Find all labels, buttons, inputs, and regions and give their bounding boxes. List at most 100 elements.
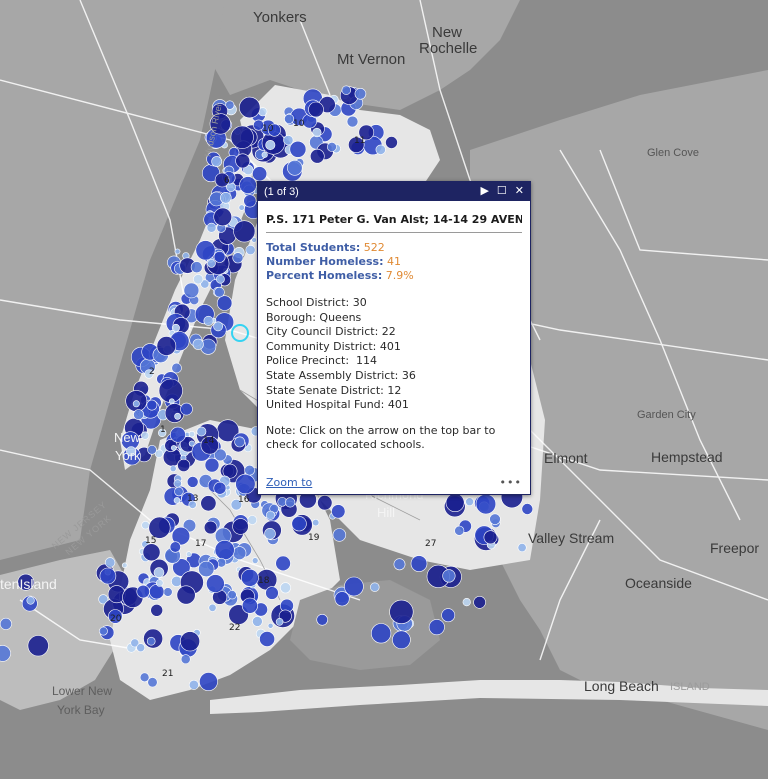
school-symbol[interactable] [147,677,158,688]
more-options-icon[interactable]: ••• [499,476,522,489]
school-symbol[interactable] [445,493,465,513]
school-symbol[interactable] [121,562,128,569]
school-symbol[interactable] [235,153,251,169]
school-symbol[interactable] [220,192,232,204]
school-symbol[interactable] [104,557,116,568]
school-symbol[interactable] [206,222,217,233]
school-symbol[interactable] [243,194,257,208]
school-symbol[interactable] [126,446,137,457]
school-symbol[interactable] [483,530,498,545]
school-symbol[interactable] [148,516,171,539]
school-symbol[interactable] [354,88,367,100]
school-symbol[interactable] [462,597,471,607]
school-symbol[interactable] [284,113,295,124]
school-symbol[interactable] [192,338,204,350]
school-symbol[interactable] [213,250,226,263]
school-symbol[interactable] [216,295,233,311]
school-symbol[interactable] [26,596,35,605]
school-symbol[interactable] [285,497,296,508]
school-symbol[interactable] [180,402,193,416]
school-symbol[interactable] [393,558,406,571]
school-symbol[interactable] [344,576,364,597]
school-symbol[interactable] [168,398,175,405]
school-symbol[interactable] [153,567,165,578]
school-symbol[interactable] [238,204,245,211]
school-symbol[interactable] [332,528,347,542]
school-symbol[interactable] [185,551,192,558]
school-symbol[interactable] [230,125,254,149]
school-symbol[interactable] [233,220,256,243]
school-symbol[interactable] [265,140,276,151]
school-symbols[interactable] [0,85,534,692]
school-symbol[interactable] [180,631,201,652]
school-symbol[interactable] [247,515,258,525]
school-symbol[interactable] [358,124,375,141]
school-symbol[interactable] [389,599,414,625]
school-symbol[interactable] [441,608,456,623]
school-symbol[interactable] [234,436,246,448]
school-symbol[interactable] [214,172,230,188]
school-symbol[interactable] [150,603,163,617]
zoom-to-link[interactable]: Zoom to [266,476,313,489]
school-symbol[interactable] [213,207,232,227]
school-symbol[interactable] [331,504,346,519]
school-symbol[interactable] [174,486,184,497]
school-symbol[interactable] [169,465,177,472]
school-symbol[interactable] [155,579,164,587]
school-symbol[interactable] [225,100,235,110]
close-icon[interactable]: ✕ [514,185,524,197]
school-symbol[interactable] [171,445,177,451]
school-symbol[interactable] [275,555,291,572]
school-symbol[interactable] [174,412,181,420]
school-symbol[interactable] [267,622,274,629]
school-symbol[interactable] [169,541,181,553]
school-symbol[interactable] [240,568,259,587]
school-symbol[interactable] [252,616,263,627]
school-symbol[interactable] [171,526,191,546]
school-symbol[interactable] [147,444,157,455]
school-symbol[interactable] [195,240,216,261]
school-symbol[interactable] [186,476,199,488]
school-symbol[interactable] [245,245,256,256]
school-symbol[interactable] [141,520,150,530]
school-symbol[interactable] [473,595,486,609]
school-symbol[interactable] [291,516,307,532]
school-symbol[interactable] [132,400,140,408]
school-symbol[interactable] [326,141,337,152]
school-symbol[interactable] [316,613,329,626]
school-symbol[interactable] [141,431,150,440]
school-symbol[interactable] [176,585,196,605]
school-symbol[interactable] [180,654,191,665]
school-symbol[interactable] [204,457,220,473]
school-symbol[interactable] [17,573,35,591]
school-symbol[interactable] [309,148,325,164]
school-symbol[interactable] [130,638,140,648]
school-symbol[interactable] [251,237,257,243]
school-symbol[interactable] [177,458,191,472]
school-symbol[interactable] [136,584,150,599]
school-symbol[interactable] [346,115,359,128]
school-symbol[interactable] [232,518,249,535]
school-symbol[interactable] [214,539,235,560]
school-symbol[interactable] [154,449,164,458]
school-symbol[interactable] [275,617,284,626]
school-symbol[interactable] [227,590,237,600]
school-symbol[interactable] [521,503,534,515]
school-symbol[interactable] [239,176,257,194]
school-symbol[interactable] [171,362,182,374]
school-symbol[interactable] [146,636,156,646]
school-symbol[interactable] [454,525,465,536]
school-symbol[interactable] [317,495,333,511]
school-symbol[interactable] [261,151,268,158]
school-symbol[interactable] [188,679,199,690]
school-symbol[interactable] [348,136,365,154]
school-symbol[interactable] [172,558,191,577]
school-symbol[interactable] [98,594,109,605]
school-symbol[interactable] [475,493,497,515]
school-symbol[interactable] [200,279,210,289]
school-symbol[interactable] [211,156,223,167]
school-symbol[interactable] [252,166,268,182]
school-symbol[interactable] [174,248,181,255]
school-symbol[interactable] [312,518,320,527]
school-symbol[interactable] [232,252,244,264]
